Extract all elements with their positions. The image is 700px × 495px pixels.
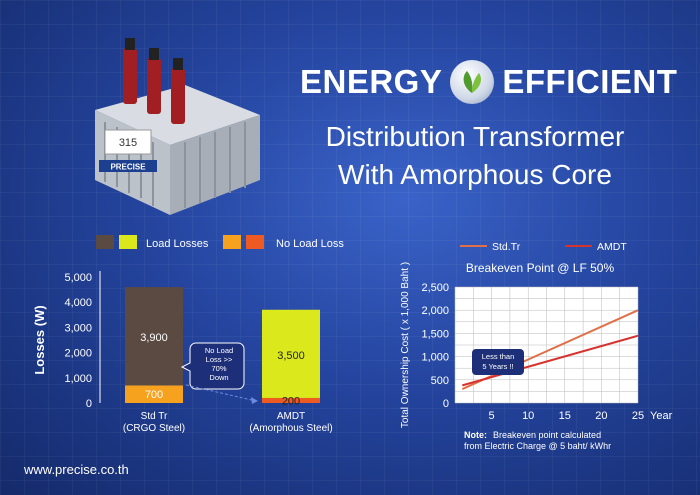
data-label-load-std-tr: 3,900	[140, 332, 168, 344]
legend-label-load-losses: Load Losses	[146, 238, 209, 250]
y-axis-label: Losses (W)	[32, 305, 47, 374]
y-tick-label: 1,500	[421, 328, 449, 340]
losses-bar-chart: Load Losses No Load Loss 0 1,000 2,000 3,000 4…	[32, 235, 344, 434]
annotation-text: Loss >>	[206, 355, 233, 364]
y-axis-label: Total Ownership Cost ( x 1,000 Baht )	[400, 262, 411, 428]
bar-load-std-tr	[125, 287, 183, 386]
y-tick-label: 2,000	[64, 348, 92, 360]
breakeven-callout	[472, 349, 524, 375]
x-category-label: (Amorphous Steel)	[249, 423, 332, 434]
page-subtitle: Distribution Transformer With Amorphous …	[300, 118, 650, 194]
y-tick-label: 2,500	[421, 282, 449, 294]
annotation-callout	[180, 342, 245, 390]
chart-title: Breakeven Point @ LF 50%	[466, 261, 615, 275]
series-line-amdt	[462, 334, 639, 387]
x-tick-label: 25	[632, 410, 644, 422]
transformer-image: 315 PRECISE	[95, 38, 260, 215]
y-tick-label: 3,000	[64, 322, 92, 334]
y-tick-label: 4,000	[64, 297, 92, 309]
x-category-label: (CRGO Steel)	[123, 423, 185, 434]
annotation-arrow	[185, 384, 257, 402]
y-tick-label: 1,000	[64, 373, 92, 385]
headline-efficient: EFFICIENT	[502, 63, 678, 100]
note-label: Note:	[464, 430, 487, 440]
annotation-text: Down	[209, 373, 228, 382]
y-tick-label: 1,000	[421, 352, 449, 364]
series-line-std	[461, 309, 639, 390]
headline-energy: ENERGY	[300, 63, 443, 100]
transformer-tag: 315	[119, 137, 137, 149]
bar-load-amdt	[262, 309, 320, 398]
subtitle-line-1: Distribution Transformer	[325, 121, 625, 152]
leaf-icon	[450, 60, 495, 104]
legend-swatch-load-amdt	[119, 235, 137, 249]
data-label-no-load-amdt: 200	[282, 395, 300, 407]
y-tick-label: 2,000	[421, 305, 449, 317]
x-category-label: Std Tr	[141, 411, 168, 422]
subtitle-line-2: With Amorphous Core	[338, 159, 612, 190]
bar-no-load-std-tr	[125, 385, 183, 403]
headline: ENERGY EFFICIENT	[300, 60, 677, 104]
x-tick-label: 10	[522, 410, 534, 422]
y-tick-label: 5,000	[64, 272, 92, 284]
annotation-text: 70%	[211, 364, 226, 373]
legend-label-std: Std.Tr	[492, 241, 521, 253]
data-label-no-load-std-tr: 700	[145, 389, 163, 401]
x-axis-label: Year	[650, 410, 673, 422]
x-tick-label: 5	[489, 410, 495, 422]
legend-label-amdt: AMDT	[597, 241, 627, 253]
website-url: www.precise.co.th	[24, 462, 129, 477]
breakeven-line-chart: Std.Tr AMDT Breakeven Point @ LF 50% 0 500 1,…	[400, 241, 673, 451]
breakeven-callout-text: Less than	[482, 352, 515, 361]
legend-swatch-noload-std	[223, 235, 241, 249]
x-category-label: AMDT	[277, 411, 305, 422]
brand-label: PRECISE	[110, 163, 146, 172]
y-tick-label: 0	[443, 398, 449, 410]
breakeven-callout-text: 5 Years !!	[482, 362, 513, 371]
annotation-text: No Load	[205, 346, 233, 355]
y-tick-label: 0	[86, 398, 92, 410]
note-text: from Electric Charge @ 5 baht/ kWhr	[464, 441, 611, 451]
y-tick-label: 500	[431, 375, 449, 387]
data-label-load-amdt: 3,500	[277, 350, 305, 362]
note-text: Breakeven point calculated	[493, 430, 601, 440]
x-tick-label: 20	[595, 410, 607, 422]
x-tick-label: 15	[559, 410, 571, 422]
annotation-arrow-head	[251, 397, 258, 404]
legend-swatch-load-std	[96, 235, 114, 249]
bar-no-load-amdt	[262, 397, 320, 403]
legend-swatch-noload-amdt	[246, 235, 264, 249]
legend-label-no-load-loss: No Load Loss	[276, 238, 344, 250]
